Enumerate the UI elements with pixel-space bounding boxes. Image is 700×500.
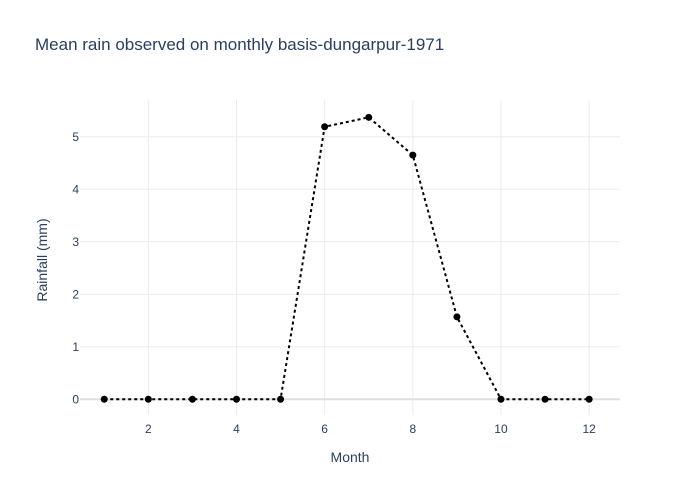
- x-tick-label-12: 12: [582, 422, 596, 436]
- x-tick-label-10: 10: [494, 422, 508, 436]
- data-point-month-8: [409, 151, 417, 159]
- x-tick-label-8: 8: [409, 422, 416, 436]
- data-point-month-3: [188, 395, 196, 403]
- y-tick-label-0: 0: [72, 392, 79, 406]
- y-tick-label-1: 1: [72, 340, 79, 354]
- x-axis-title: Month: [331, 449, 370, 465]
- data-point-month-6: [321, 123, 329, 131]
- data-point-month-1: [100, 395, 108, 403]
- y-tick-label-5: 5: [72, 130, 79, 144]
- y-tick-label-4: 4: [72, 182, 79, 196]
- grid-layer: [80, 100, 620, 415]
- y-axis-title: Rainfall (mm): [34, 218, 50, 301]
- y-tick-label-3: 3: [72, 235, 79, 249]
- x-tick-label-6: 6: [321, 422, 328, 436]
- series-layer: [100, 113, 593, 403]
- series-line-0: [104, 116, 590, 401]
- data-point-month-10: [497, 395, 505, 403]
- y-tick-label-2: 2: [72, 287, 79, 301]
- data-point-month-9: [453, 313, 461, 321]
- x-tick-label-4: 4: [233, 422, 240, 436]
- data-point-month-11: [541, 395, 549, 403]
- data-point-month-12: [585, 395, 593, 403]
- chart-title: Mean rain observed on monthly basis-dung…: [35, 35, 444, 54]
- data-point-month-5: [277, 395, 285, 403]
- data-point-month-4: [232, 395, 240, 403]
- data-point-month-7: [365, 113, 373, 121]
- x-tick-label-2: 2: [145, 422, 152, 436]
- data-point-month-2: [144, 395, 152, 403]
